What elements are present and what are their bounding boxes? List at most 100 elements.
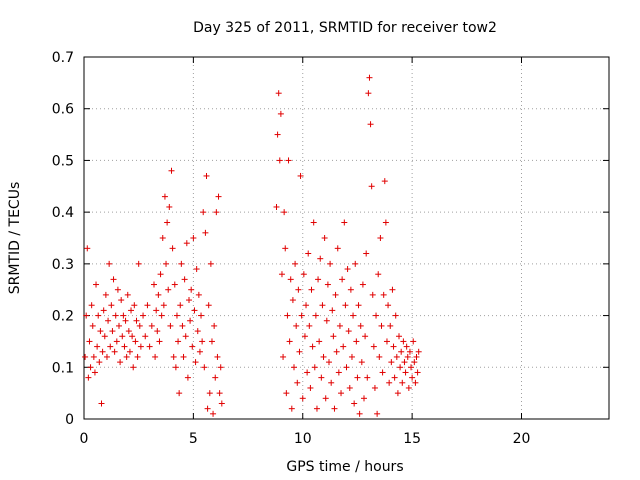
data-point [173, 312, 180, 319]
data-point [200, 209, 207, 216]
data-point [378, 322, 385, 329]
data-point [352, 260, 359, 267]
data-point [289, 297, 296, 304]
data-point [327, 260, 334, 267]
chart-title: Day 325 of 2011, SRMTID for receiver tow… [193, 20, 497, 36]
data-point [192, 359, 199, 366]
data-point [180, 353, 187, 360]
data-point [116, 322, 122, 329]
y-tick-label: 0.3 [52, 257, 74, 273]
x-tick-label: 20 [513, 431, 531, 447]
data-point [84, 245, 91, 252]
data-point [284, 312, 291, 319]
data-point [203, 172, 210, 179]
data-point [394, 390, 401, 397]
data-point [184, 374, 191, 381]
data-point [131, 302, 138, 309]
data-point [87, 364, 94, 371]
y-axis: 0 0.1 0.2 0.3 0.4 0.5 0.6 0.7 [52, 50, 609, 428]
data-point [404, 353, 411, 360]
data-point [402, 369, 409, 376]
data-point [109, 328, 116, 335]
data-point [293, 322, 300, 329]
x-axis-label: GPS time / hours [286, 459, 403, 475]
y-axis-label: SRMTID / TECUs [7, 182, 23, 295]
data-point [125, 328, 132, 335]
data-point [172, 364, 179, 371]
x-axis: 0 5 10 15 20 [80, 57, 531, 447]
data-point [171, 281, 178, 288]
data-point [297, 172, 304, 179]
data-point [86, 338, 93, 345]
data-point [88, 302, 95, 309]
data-point [342, 302, 349, 309]
data-point [206, 390, 213, 397]
data-point [408, 364, 415, 371]
data-point [399, 379, 406, 386]
data-point [310, 219, 317, 226]
data-point [385, 302, 392, 309]
data-point [105, 317, 112, 324]
data-point [362, 333, 369, 340]
data-point [377, 235, 384, 241]
data-point [99, 348, 106, 355]
data-point [161, 193, 168, 200]
data-point [347, 286, 354, 293]
y-tick-label: 0.6 [52, 102, 74, 118]
data-point [205, 302, 212, 309]
data-point [163, 260, 170, 267]
data-point [330, 333, 337, 340]
data-point [316, 338, 323, 345]
data-point [283, 390, 290, 397]
data-point [346, 384, 353, 391]
data-point [187, 317, 194, 324]
data-point [118, 297, 125, 304]
data-point [353, 338, 360, 345]
data-point [195, 291, 202, 298]
data-point [324, 281, 331, 288]
data-point [142, 333, 149, 340]
data-point [274, 131, 281, 138]
data-point [280, 353, 287, 360]
data-point [295, 286, 302, 293]
data-point [153, 307, 160, 314]
data-point [111, 348, 118, 355]
data-point [341, 219, 348, 226]
plot-frame [83, 56, 610, 420]
data-point [95, 312, 102, 319]
data-point [179, 322, 186, 329]
data-point [129, 333, 136, 340]
data-point [113, 338, 120, 345]
x-tick-label: 0 [80, 431, 89, 447]
data-point [157, 271, 164, 278]
data-point [405, 384, 412, 391]
data-point [198, 312, 205, 319]
data-point [331, 405, 338, 412]
data-point [374, 410, 381, 417]
data-point [351, 400, 358, 407]
data-point [124, 291, 131, 298]
data-point [296, 348, 303, 355]
data-point [213, 209, 220, 216]
data-point [344, 266, 351, 273]
data-point [100, 307, 107, 314]
data-point [119, 333, 126, 340]
data-point [193, 266, 200, 273]
data-point [91, 369, 98, 376]
data-point [305, 250, 312, 257]
data-point [151, 281, 157, 288]
data-point [285, 157, 292, 164]
data-point [207, 260, 214, 267]
data-point [215, 193, 222, 200]
data-point [411, 359, 418, 366]
data-point [218, 400, 225, 407]
data-points [82, 74, 422, 417]
data-point [123, 353, 130, 360]
data-point [383, 338, 390, 345]
data-point [400, 338, 407, 345]
data-point [299, 395, 306, 402]
data-point [303, 302, 310, 309]
data-point [414, 369, 421, 376]
data-point [93, 281, 100, 288]
data-point [117, 359, 124, 366]
